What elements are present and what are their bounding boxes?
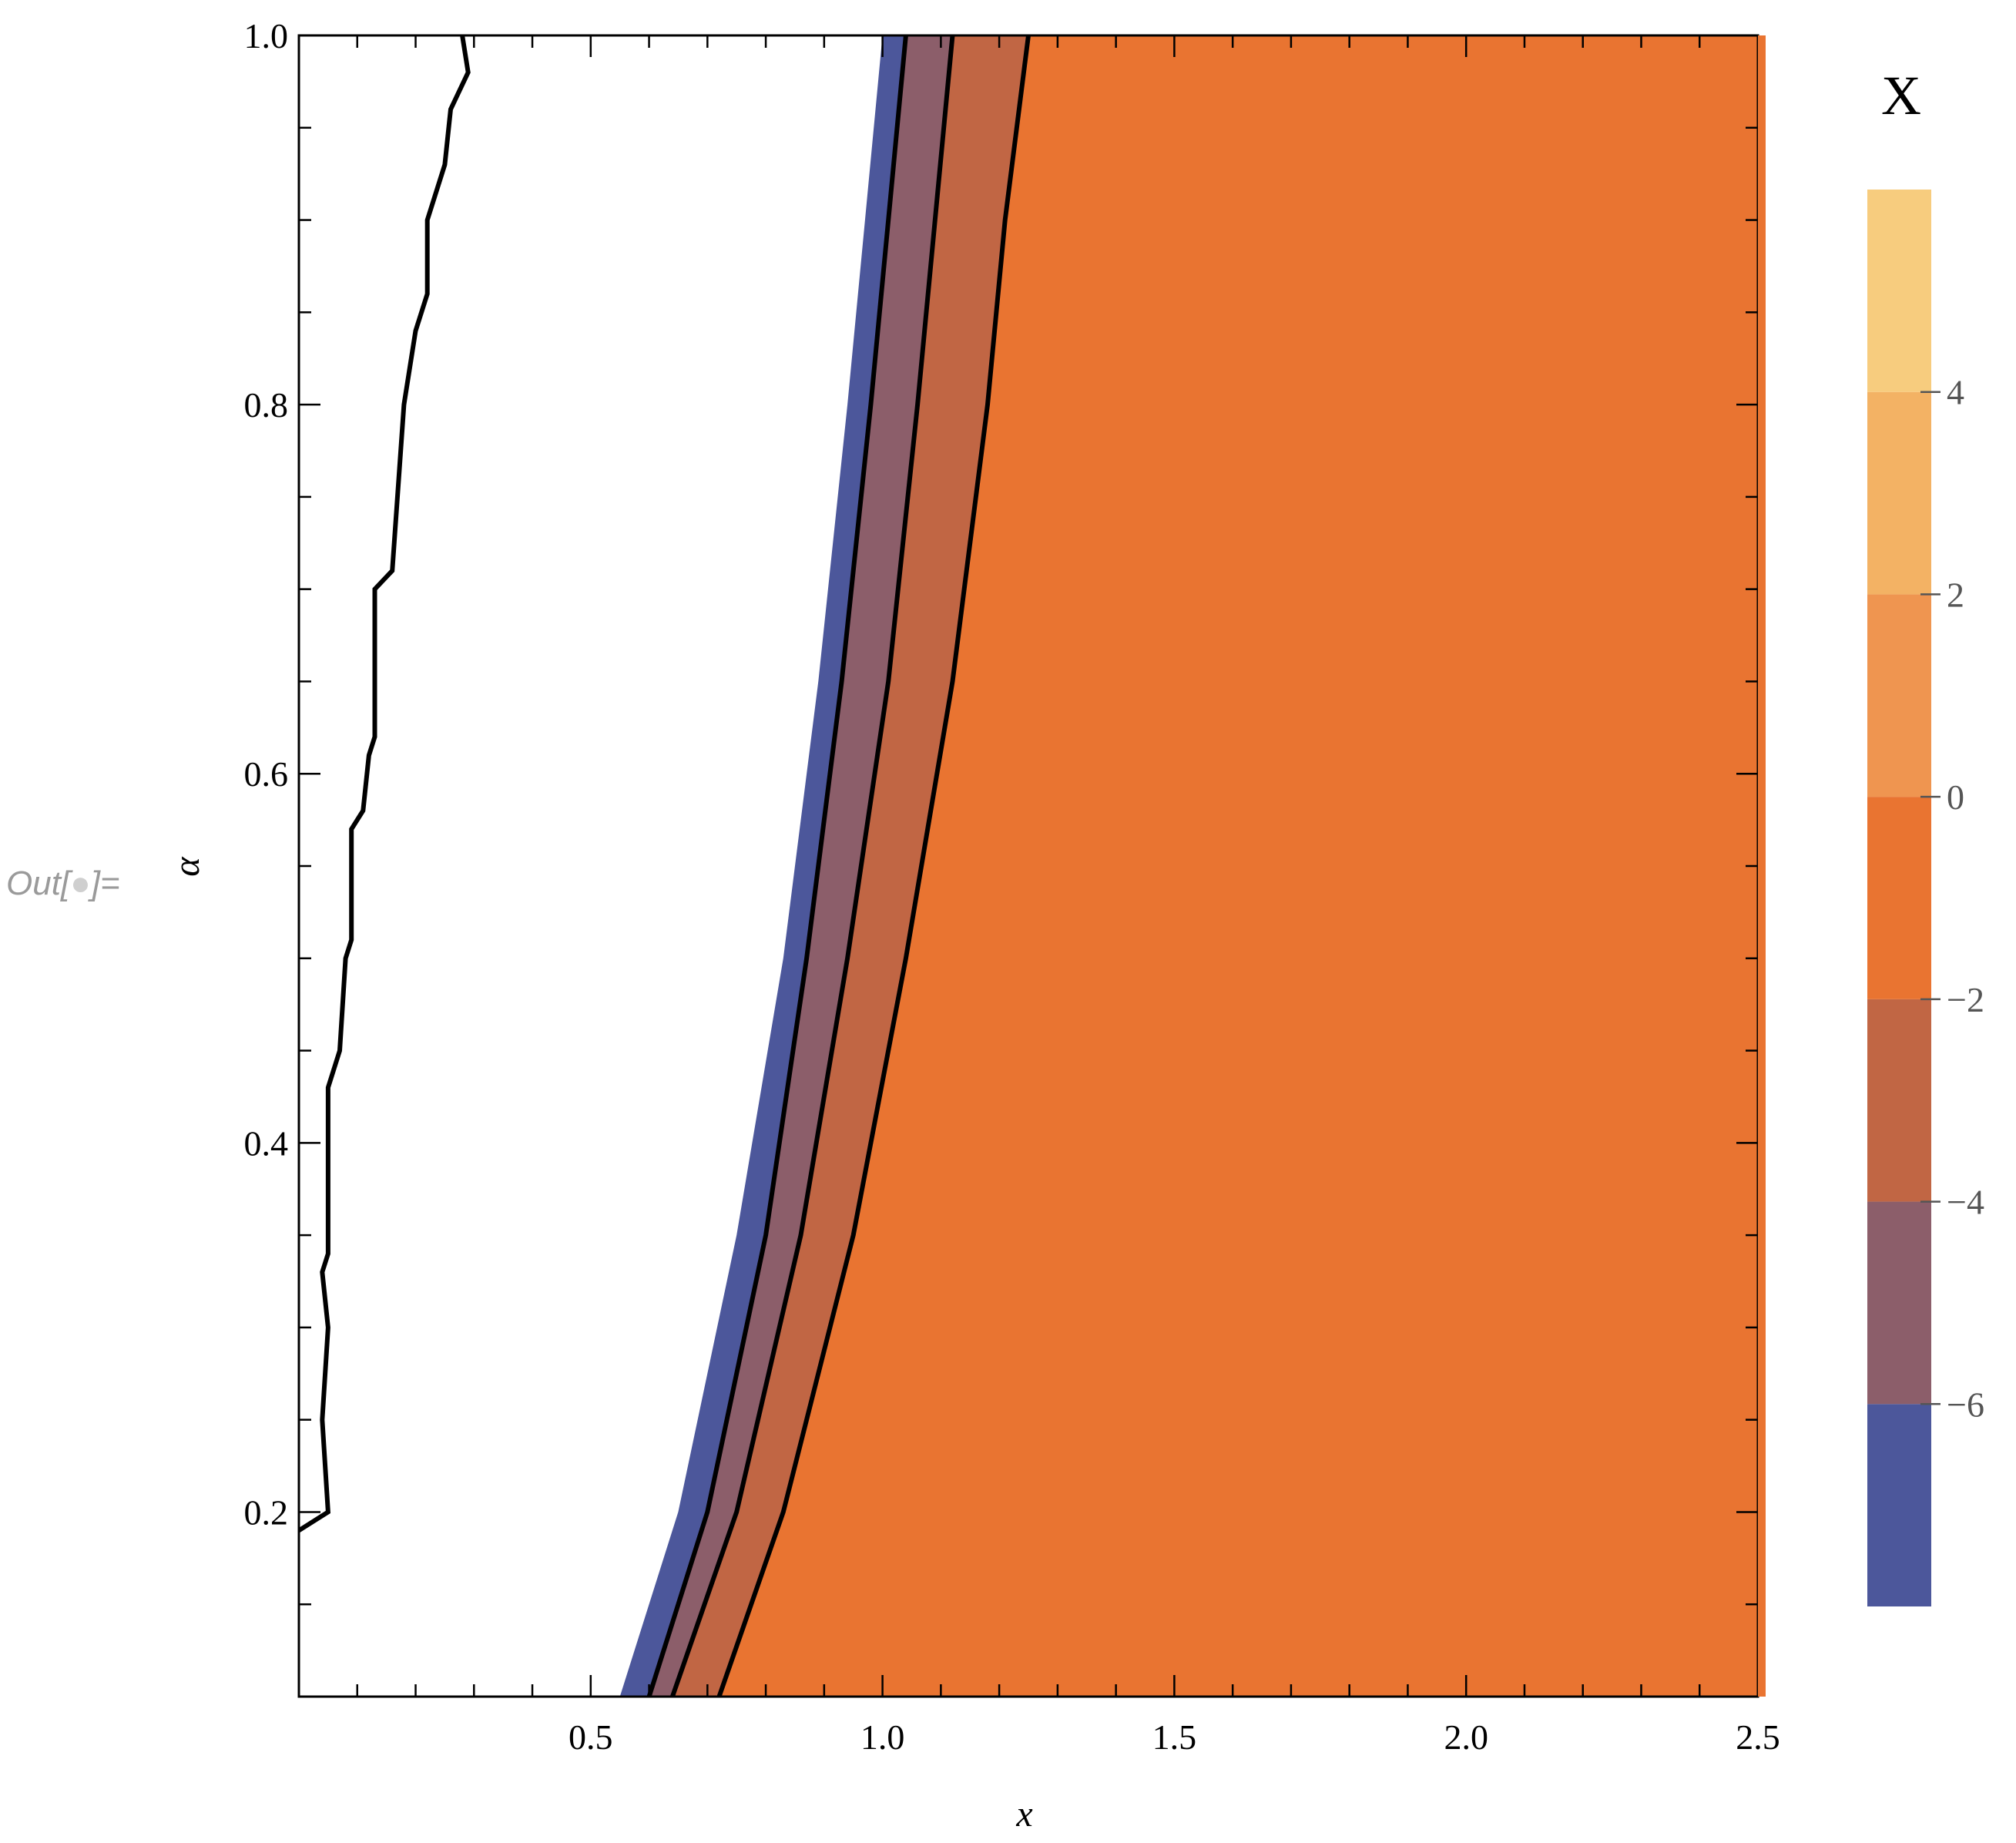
contour-line-level--2: [716, 35, 1031, 1697]
x-axis-label: x: [1015, 1794, 1032, 1835]
y-tick-label: 0.8: [244, 385, 289, 425]
contour-line-boundary-left: [299, 35, 471, 1532]
y-tick-label: 0.4: [244, 1123, 289, 1163]
out-label-suffix: ]=: [90, 864, 120, 902]
legend-band: [1867, 190, 1931, 392]
legend-tick-label: 0: [1947, 777, 1964, 817]
plot-area: [299, 35, 1758, 1697]
legend-tick-label: −2: [1947, 980, 1984, 1019]
legend-band: [1867, 1201, 1931, 1405]
x-tick-label: 1.0: [860, 1717, 905, 1757]
region-band-minus2-0: [719, 35, 1758, 1697]
plot-right-edge-strip: [1758, 35, 1766, 1697]
legend-band: [1867, 797, 1931, 999]
legend-tick-label: 2: [1947, 575, 1964, 614]
out-cell-label: Out[●]=: [6, 864, 120, 903]
x-tick-label: 0.5: [569, 1717, 613, 1757]
y-axis-label: α: [166, 857, 207, 877]
legend-band: [1867, 391, 1931, 595]
legend-band: [1867, 594, 1931, 797]
y-tick-label: 0.6: [244, 754, 289, 794]
out-label-dot-icon: ●: [70, 864, 91, 902]
legend-tick-label: −4: [1947, 1183, 1984, 1222]
legend-title: X: [1881, 65, 1921, 126]
legend-band: [1867, 999, 1931, 1202]
out-label-prefix: Out[: [6, 864, 71, 902]
legend-tick-label: −6: [1947, 1385, 1984, 1424]
contour-line-level--4: [670, 35, 955, 1697]
legend-tick-label: 4: [1947, 373, 1964, 412]
x-tick-label: 2.0: [1444, 1717, 1488, 1757]
contour-line-level--6: [646, 35, 908, 1697]
y-tick-label: 0.2: [244, 1492, 289, 1532]
color-legend: −6 −4 −2 0 2 4 X: [1867, 65, 1984, 1606]
y-tick-label: 1.0: [244, 16, 289, 55]
x-tick-label: 1.5: [1152, 1717, 1197, 1757]
legend-band: [1867, 1404, 1931, 1606]
x-tick-label: 2.5: [1736, 1717, 1780, 1757]
